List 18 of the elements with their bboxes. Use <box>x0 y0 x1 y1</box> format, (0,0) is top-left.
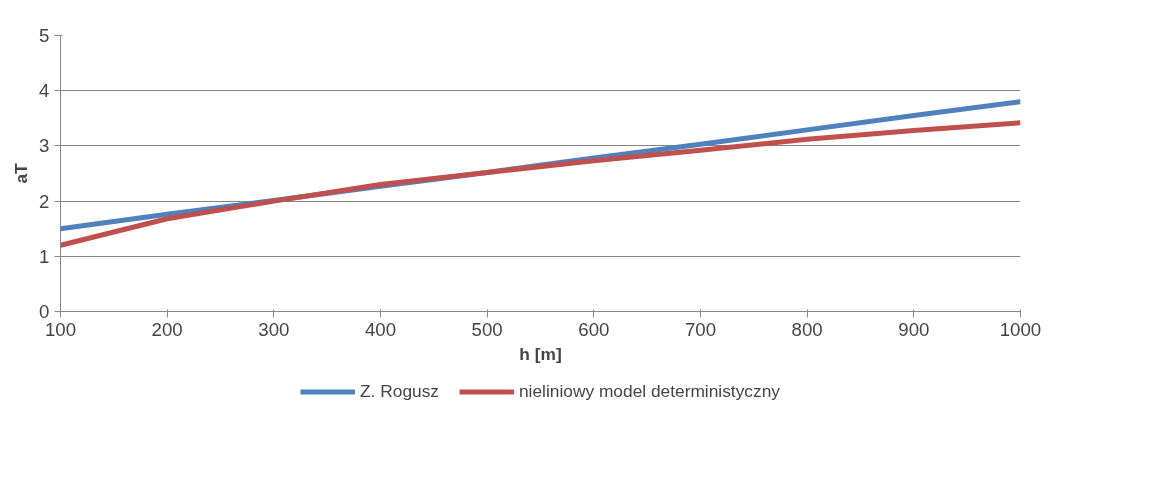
y-tick-label: 2 <box>39 190 50 212</box>
x-tick-label: 200 <box>151 318 183 340</box>
y-axis-title: aT <box>11 162 32 184</box>
x-tick-label: 400 <box>364 318 397 340</box>
x-tick-label: 500 <box>471 318 503 340</box>
y-tick-label: 4 <box>39 80 50 102</box>
x-tick-label: 900 <box>898 318 930 340</box>
y-tick-label: 5 <box>39 25 50 46</box>
legend-label: Z. Rogusz <box>360 380 439 402</box>
y-tick-label: 1 <box>39 245 50 267</box>
x-tick-label: 600 <box>578 318 610 340</box>
x-tick-label: 800 <box>791 318 823 340</box>
x-tick-label: 1000 <box>999 318 1042 340</box>
x-tick-label: 300 <box>258 318 290 340</box>
x-axis-title: h [m] <box>519 343 562 364</box>
x-tick-label: 700 <box>684 318 717 340</box>
legend-label: nieliniowy model deterministyczny <box>518 380 780 402</box>
y-tick-label: 3 <box>39 135 50 157</box>
